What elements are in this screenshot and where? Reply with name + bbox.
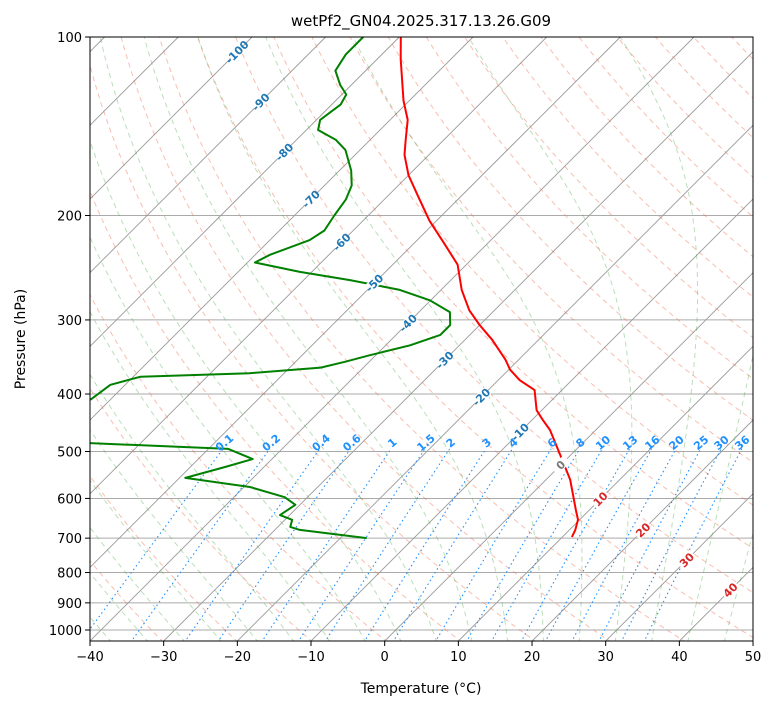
dry-adiabat-line	[90, 559, 163, 641]
isotherm-label-bg	[250, 92, 271, 112]
isotherm-label-bg	[434, 350, 455, 370]
mixing-ratio-line	[466, 448, 581, 641]
mixing-ratio-line	[392, 448, 513, 641]
mixing-ratio-line	[217, 448, 351, 641]
y-tick-label: 600	[57, 492, 82, 507]
moist-adiabat-line	[467, 37, 633, 641]
dewpoint-profile-line	[90, 37, 452, 401]
x-tick-label: 50	[745, 650, 762, 665]
dry-adiabat-line	[387, 37, 753, 421]
isotherm-label-bg	[398, 313, 418, 333]
y-tick-label: 900	[57, 597, 82, 612]
mixing-ratio-line	[490, 448, 603, 641]
x-tick-label: −20	[224, 650, 251, 665]
dry-adiabat-line	[349, 37, 753, 463]
moist-adiabat-line	[90, 526, 186, 641]
mixing-ratio-line	[261, 448, 392, 641]
isotherm-line	[384, 272, 753, 641]
y-axis-label: Pressure (hPa)	[13, 289, 29, 389]
isotherm-line	[90, 37, 621, 569]
x-tick-label: 30	[597, 650, 614, 665]
moist-adiabat-line	[99, 37, 437, 641]
isotherm-line	[90, 37, 326, 274]
isotherm-line	[90, 37, 695, 641]
x-tick-label: 0	[381, 650, 389, 665]
x-axis-label: Temperature (°C)	[360, 681, 482, 697]
x-tick-label: −10	[297, 650, 324, 665]
dry-adiabat-line	[464, 37, 753, 339]
dry-adiabat-line	[273, 37, 753, 550]
moist-adiabat-line	[90, 572, 149, 641]
y-tick-label: 700	[57, 532, 82, 547]
mixing-ratio-line	[544, 448, 653, 641]
isotherm-label-bg	[720, 580, 741, 600]
mixing-ratio-line	[324, 448, 451, 641]
isotherm-label-bg	[590, 489, 611, 509]
x-tick-label: 20	[524, 650, 541, 665]
x-tick-label: 40	[671, 650, 688, 665]
isotherm-label-bg	[301, 189, 321, 209]
chart-title: wetPf2_GN04.2025.317.13.26.G09	[291, 12, 551, 31]
dry-adiabat-line	[158, 37, 686, 641]
moist-adiabat-line	[143, 37, 473, 641]
dry-adiabat-line	[197, 37, 753, 639]
isotherm-label-bg	[471, 387, 492, 407]
moist-adiabat-line	[90, 479, 222, 641]
dry-adiabat-line	[311, 37, 753, 506]
x-tick-label: −40	[76, 650, 103, 665]
isotherm-label-bg	[633, 520, 653, 540]
dry-adiabat-line	[90, 293, 387, 641]
isotherm-label-bg	[227, 42, 247, 62]
moist-adiabat-line	[90, 139, 402, 641]
dry-adiabat-line	[120, 37, 611, 641]
plot-frame	[89, 36, 754, 642]
isotherm-line	[90, 37, 474, 421]
isotherm-line	[457, 345, 753, 641]
isotherm-line	[531, 419, 753, 641]
axes: −40 −30 −20 −10 0 10 20 30 40 50 100 200 300 400 500 60…	[49, 31, 761, 665]
y-tick-label: 200	[57, 210, 82, 225]
mixing-ratio-line	[364, 448, 487, 641]
x-tick-label: −30	[150, 650, 177, 665]
moist-adiabat-line	[265, 37, 544, 641]
dry-adiabat-line	[90, 189, 462, 641]
y-tick-label: 1000	[49, 624, 82, 639]
mixing-ratio-line	[298, 448, 426, 641]
isotherm-label-bg	[364, 273, 385, 293]
y-tick-label: 300	[57, 314, 82, 329]
dry-adiabat-line	[90, 387, 313, 641]
isotherm-label-bg	[331, 232, 352, 252]
isotherm-line	[605, 493, 753, 641]
moist-adiabat-line	[352, 37, 583, 641]
isotherm-line	[236, 124, 753, 641]
y-tick-label: 400	[57, 388, 82, 403]
dry-adiabat-line	[502, 37, 753, 298]
isotherm-line	[163, 51, 753, 641]
dry-adiabat-line	[90, 475, 238, 641]
isotherm-line	[90, 37, 400, 347]
y-tick-label: 800	[57, 567, 82, 582]
mixing-ratio-line	[643, 448, 743, 641]
y-tick-label: 100	[57, 31, 82, 46]
dewpoint-profile-line	[90, 442, 367, 540]
isotherm-label-bg	[510, 422, 530, 442]
isotherm-label-bg	[550, 455, 571, 475]
isotherm-line	[310, 198, 753, 641]
dry-adiabat-line	[235, 37, 753, 594]
isotherm-line	[90, 37, 548, 495]
isotherm-label-bg	[676, 550, 697, 570]
moist-adiabat-line	[90, 428, 259, 641]
dry-adiabat-line	[90, 63, 536, 641]
x-tick-label: 10	[450, 650, 467, 665]
isotherm-line	[90, 37, 253, 200]
moist-adiabat-line	[90, 373, 295, 641]
mixing-ratio-line	[435, 448, 552, 641]
isotherm-label-bg	[274, 142, 295, 162]
mixing-ratio-line	[90, 448, 224, 631]
moist-adiabat-line	[619, 37, 699, 641]
y-tick-label: 500	[57, 445, 82, 460]
